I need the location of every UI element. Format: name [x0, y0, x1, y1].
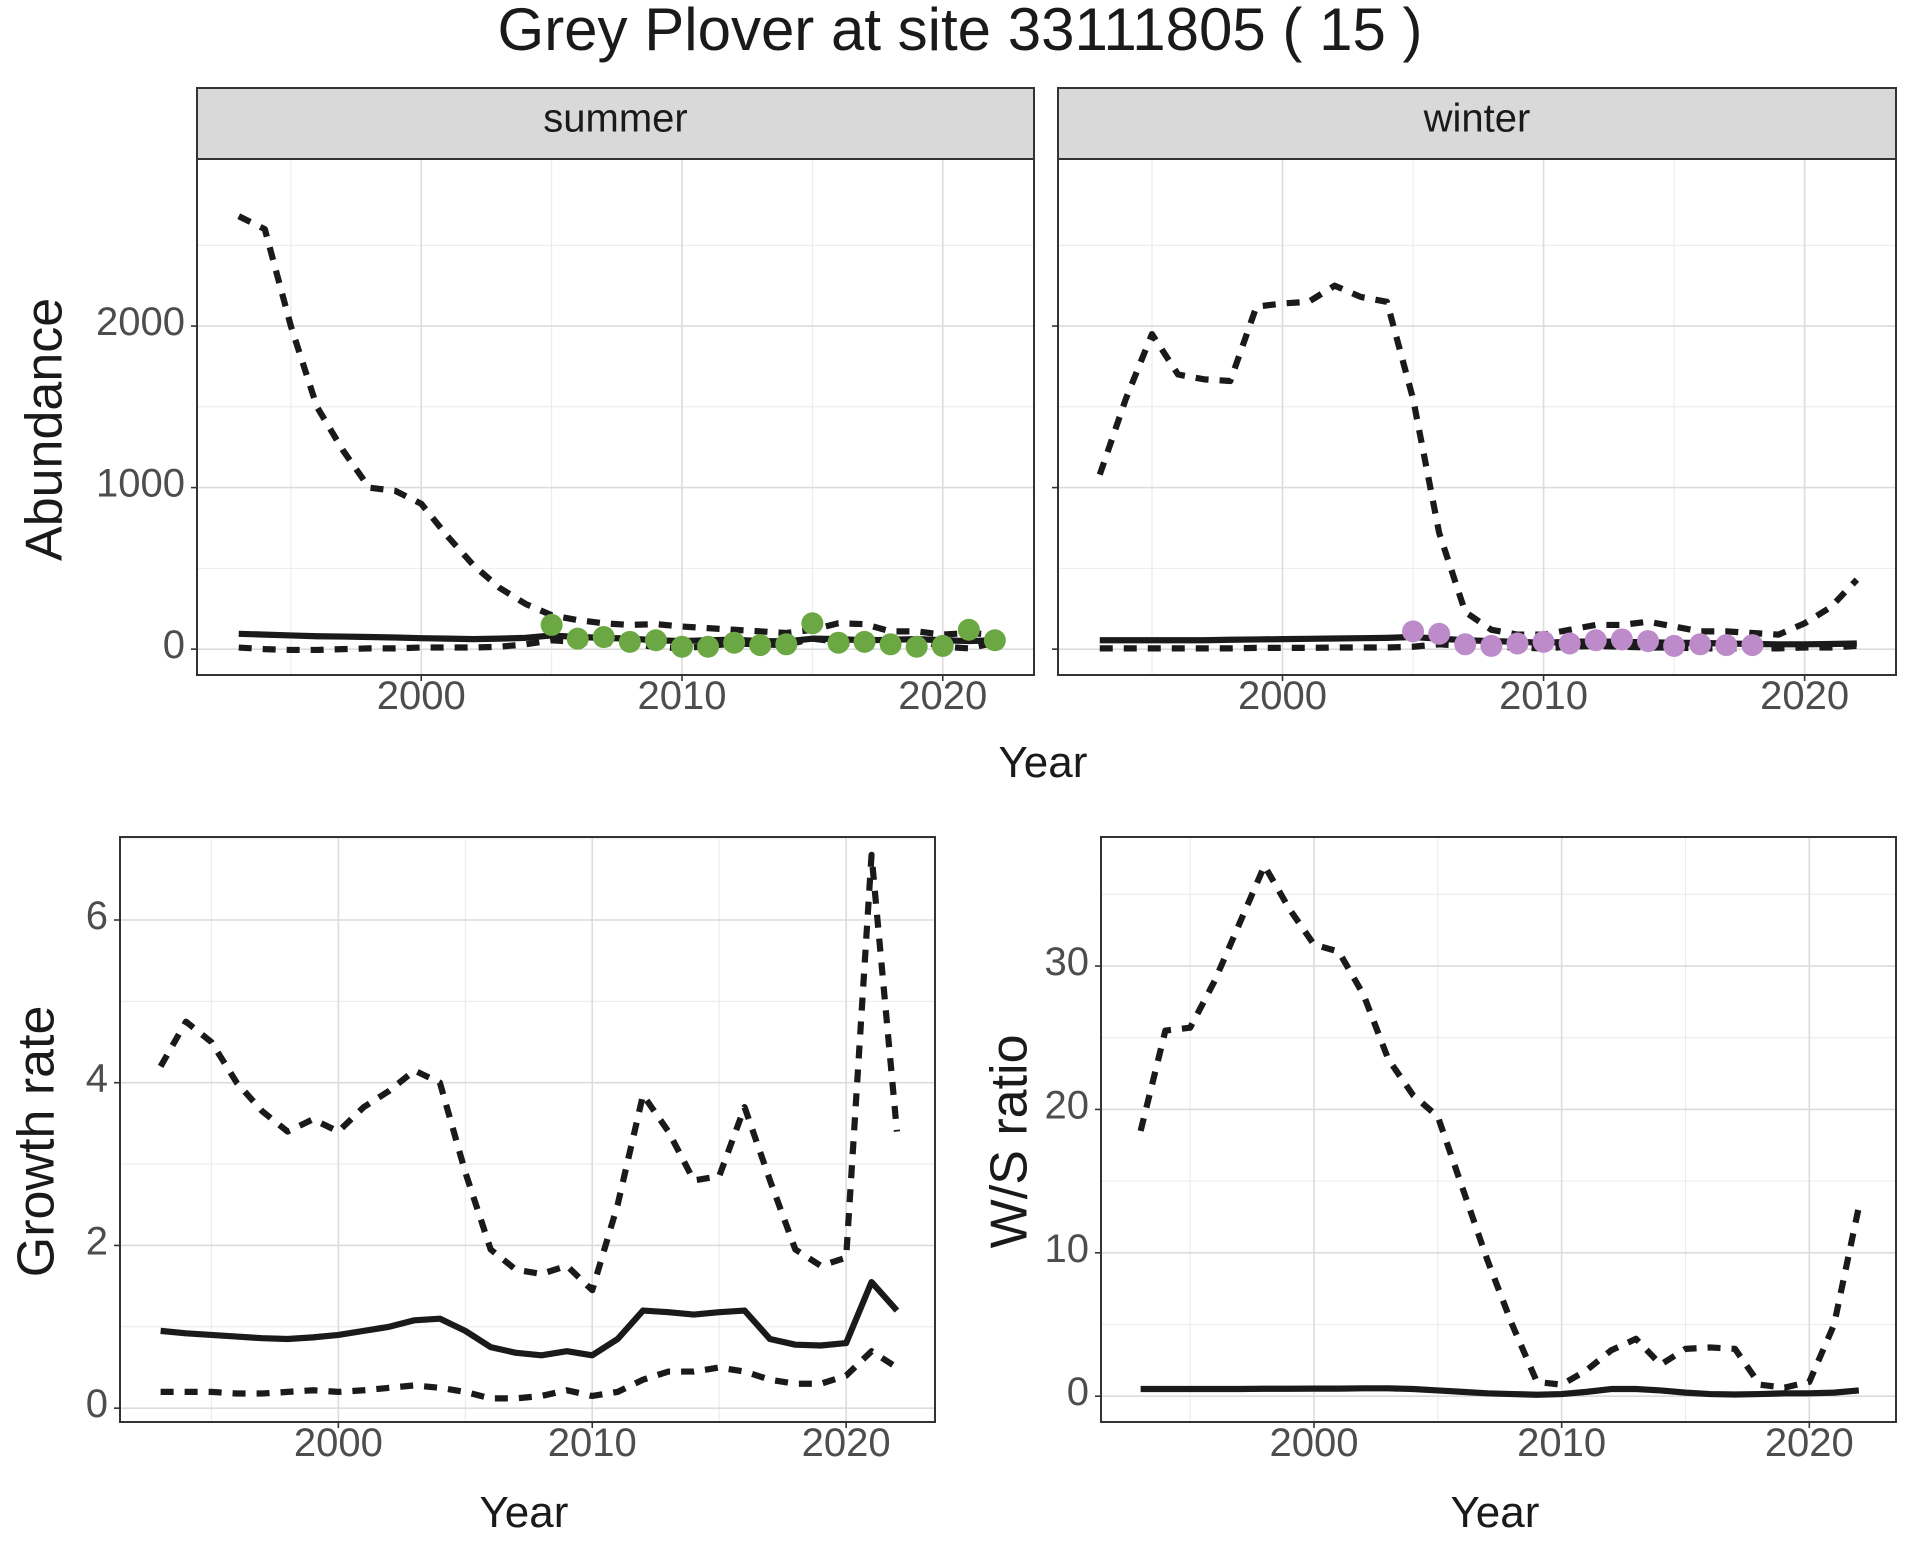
svg-text:2000: 2000 [377, 674, 466, 718]
svg-text:0: 0 [86, 1382, 108, 1426]
svg-text:2: 2 [86, 1219, 108, 1263]
svg-text:2010: 2010 [548, 1421, 637, 1465]
svg-text:summer: summer [543, 97, 687, 141]
svg-text:6: 6 [86, 894, 108, 938]
svg-text:2020: 2020 [1765, 1421, 1854, 1465]
svg-text:0: 0 [1067, 1370, 1089, 1414]
svg-text:2020: 2020 [802, 1421, 891, 1465]
svg-text:2000: 2000 [1269, 1421, 1358, 1465]
svg-text:4: 4 [86, 1057, 108, 1101]
svg-text:2020: 2020 [1760, 674, 1849, 718]
svg-text:winter: winter [1423, 97, 1531, 141]
svg-text:10: 10 [1045, 1227, 1090, 1271]
svg-text:20: 20 [1045, 1083, 1090, 1127]
svg-text:2010: 2010 [637, 674, 726, 718]
svg-text:0: 0 [163, 623, 185, 667]
svg-text:2000: 2000 [96, 300, 185, 344]
svg-text:2000: 2000 [1238, 674, 1327, 718]
svg-text:2000: 2000 [294, 1421, 383, 1465]
svg-text:2010: 2010 [1499, 674, 1588, 718]
svg-text:2020: 2020 [898, 674, 987, 718]
svg-text:2010: 2010 [1517, 1421, 1606, 1465]
svg-text:30: 30 [1045, 940, 1090, 984]
svg-text:1000: 1000 [96, 462, 185, 506]
